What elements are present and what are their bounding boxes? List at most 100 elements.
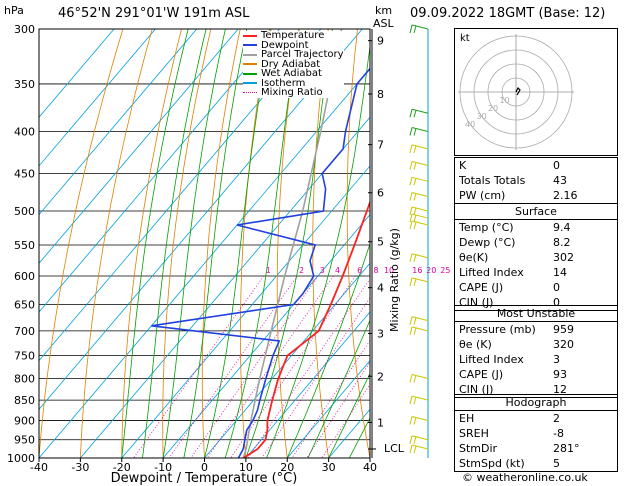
dry-adiabat-line xyxy=(39,29,124,458)
temp-tick-label: -30 xyxy=(71,461,89,474)
km-tick-label: 5 xyxy=(377,236,384,249)
row-label: CAPE (J) xyxy=(459,368,504,381)
row-value: 2 xyxy=(553,412,560,425)
isotherm-line xyxy=(80,116,370,458)
row-label: SREH xyxy=(459,427,489,440)
location-header: 46°52'N 291°01'W 191m ASL xyxy=(58,6,250,21)
mixing-ratio-label: 6 xyxy=(357,266,362,275)
legend-item: Mixing Ratio xyxy=(243,88,344,98)
surface-table: Surface Temp (°C) 9.4 Dewp (°C) 8.2 θe(K) 302… xyxy=(454,203,618,311)
temp-tick-label: -40 xyxy=(30,461,48,474)
temp-tick-label: 20 xyxy=(280,461,294,474)
row-label: θe (K) xyxy=(459,338,492,351)
most-unstable-table: Most Unstable Pressure (mb) 959 θe (K) 320 L… xyxy=(454,305,618,398)
hodograph-ring-label: 30 xyxy=(477,112,487,121)
pressure-tick-label: 900 xyxy=(14,414,35,427)
mixing-ratio-label: 4 xyxy=(335,266,340,275)
mixing-ratio-line xyxy=(291,339,370,458)
wind-barb xyxy=(409,213,429,223)
table-row: StmSpd (kt) 5 xyxy=(455,456,617,471)
row-label: PW (cm) xyxy=(459,189,506,202)
wind-barb xyxy=(409,435,429,444)
isotherm-line xyxy=(39,29,280,313)
wind-barb xyxy=(409,127,429,136)
wet-adiabat-line xyxy=(286,242,370,458)
legend-item: Isotherm xyxy=(243,78,344,89)
wind-barb xyxy=(409,374,429,383)
row-value: 0 xyxy=(553,159,560,172)
row-label: Totals Totals xyxy=(459,174,526,187)
mixing-ratio-label: 3 xyxy=(320,266,325,275)
km-tick-label: 1 xyxy=(377,416,384,429)
mixing-ratio-line xyxy=(261,297,370,458)
table-row: CAPE (J) 0 xyxy=(455,280,617,295)
km-tick-label: 4 xyxy=(377,282,384,295)
table-row: CIN (J) 12 xyxy=(455,382,617,397)
row-label: Lifted Index xyxy=(459,353,524,366)
mixing-ratio-line xyxy=(230,275,356,458)
pressure-unit-label: hPa xyxy=(4,4,24,17)
wind-barb xyxy=(409,191,429,201)
legend-item: Dry Adiabat xyxy=(243,59,344,70)
wet-adiabat-line xyxy=(162,29,226,458)
legend-label: Wet Adiabat xyxy=(261,68,322,79)
pressure-tick-label: 700 xyxy=(14,325,35,338)
table-row: θe (K) 320 xyxy=(455,337,617,352)
isotherm-line xyxy=(121,165,370,458)
temp-tick-label: 30 xyxy=(322,461,336,474)
row-label: StmSpd (kt) xyxy=(459,457,525,470)
wet-adiabat-line xyxy=(224,29,300,458)
legend-swatch xyxy=(243,34,257,37)
table-row: EH 2 xyxy=(455,411,617,426)
row-value: 5 xyxy=(553,457,560,470)
legend-swatch xyxy=(243,82,257,85)
table-row: Lifted Index 14 xyxy=(455,265,617,280)
wet-adiabat-line xyxy=(204,29,272,458)
datetime-header: 09.09.2022 18GMT (Base: 12) xyxy=(410,6,606,21)
legend-label: Parcel Trajectory xyxy=(261,49,344,60)
pressure-tick-label: 400 xyxy=(14,126,35,139)
most-unstable-title: Most Unstable xyxy=(455,306,617,322)
mixing-ratio-label: 2 xyxy=(299,266,304,275)
wind-barb xyxy=(409,395,429,405)
mixing-ratio-label: 25 xyxy=(440,266,450,275)
mixing-ratio-line xyxy=(321,383,370,458)
pressure-tick-label: 750 xyxy=(14,349,35,362)
parcel-trajectory-line xyxy=(242,29,343,458)
asl-unit-label: ASL xyxy=(373,17,395,30)
wet-adiabat-line xyxy=(142,29,207,458)
hodograph-table-title: Hodograph xyxy=(455,395,617,411)
wind-barb xyxy=(409,108,429,118)
temp-tick-label: -10 xyxy=(154,461,172,474)
legend-label: Dewpoint xyxy=(261,39,309,51)
legend: Temperature Dewpoint Parcel Trajectory Dry … xyxy=(243,31,344,98)
isotherm-line xyxy=(39,29,156,167)
row-label: K xyxy=(459,159,467,172)
row-value: 9.4 xyxy=(553,221,571,234)
x-axis-label: Dewpoint / Temperature (°C) xyxy=(111,471,298,486)
mixing-ratio-axis-label: Mixing Ratio (g/kg) xyxy=(388,228,401,332)
dry-adiabat-line xyxy=(162,29,212,458)
table-row: Dewp (°C) 8.2 xyxy=(455,235,617,250)
dry-adiabat-line xyxy=(121,29,182,458)
mixing-ratio-line xyxy=(306,361,370,458)
row-value: 43 xyxy=(553,174,567,187)
km-tick-label: 6 xyxy=(377,187,384,200)
row-label: θe(K) xyxy=(459,251,489,264)
pressure-tick-label: 950 xyxy=(14,434,35,447)
row-value: -8 xyxy=(553,427,564,440)
table-row: Temp (°C) 9.4 xyxy=(455,220,617,235)
dry-adiabat-line xyxy=(239,29,270,458)
mixing-ratio-line xyxy=(133,275,265,458)
pressure-tick-label: 1000 xyxy=(7,452,35,465)
hodograph-ring-label: 40 xyxy=(465,120,475,129)
wet-adiabat-line xyxy=(183,29,248,458)
isotherm-line xyxy=(286,360,370,458)
wind-barb xyxy=(409,206,429,216)
dewpoint-line xyxy=(151,67,370,458)
isotherm-line xyxy=(39,29,239,264)
row-value: 0 xyxy=(553,281,560,294)
row-label: Dewp (°C) xyxy=(459,236,516,249)
